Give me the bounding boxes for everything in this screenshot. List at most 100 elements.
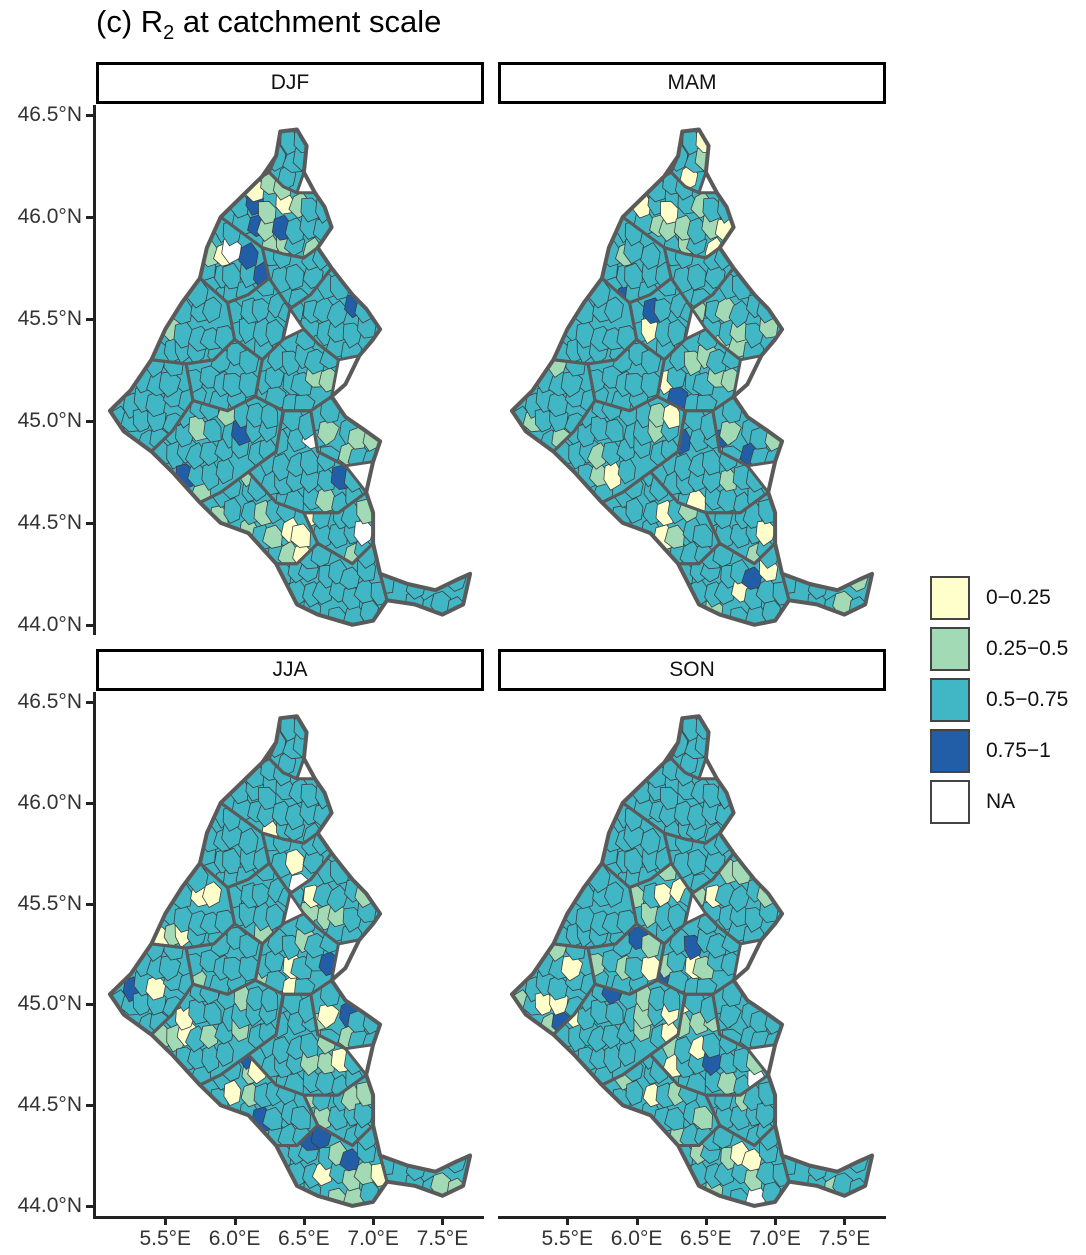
y-tick-mark: [86, 1003, 93, 1007]
legend-item-075-1: 0.75−1: [930, 725, 1068, 776]
sub-catchment-cell: [326, 884, 349, 913]
sub-catchment-cell: [587, 1025, 608, 1053]
sub-catchment-cell: [238, 242, 259, 270]
sub-catchment-cell: [199, 911, 222, 935]
sub-catchment-cell: [223, 497, 242, 524]
x-tick-mark: [635, 1218, 639, 1225]
x-tick-label: 6.0°E: [208, 1227, 261, 1250]
sub-catchment-cell: [687, 263, 707, 291]
sub-catchment-cell: [664, 1106, 686, 1131]
x-axis-line-left: [93, 1216, 484, 1219]
sub-catchment-cell: [262, 524, 284, 549]
sub-catchment-cell: [202, 296, 222, 324]
sub-catchment-cell: [702, 783, 722, 809]
sub-catchment-cell: [701, 449, 721, 476]
sub-catchment-cell: [299, 1032, 319, 1059]
x-tick-label: 7.0°E: [347, 1227, 399, 1250]
y-tick-label: 46.5°N: [17, 103, 82, 127]
sub-catchment-cell: [300, 197, 320, 223]
sub-catchment-cell: [624, 956, 647, 981]
sub-catchment-cell: [326, 299, 349, 329]
study-area-outline: [107, 127, 473, 627]
sub-catchment-cell: [185, 442, 206, 470]
sub-catchment-cell: [640, 827, 661, 855]
sub-catchment-cell: [587, 442, 608, 470]
study-area-outline: [509, 714, 875, 1208]
y-axis-line-bottom: [93, 692, 96, 1216]
y-tick-label: 46.5°N: [17, 690, 82, 714]
legend-item-025-05: 0.25−0.5: [930, 623, 1068, 674]
legend-swatch: [930, 626, 970, 671]
legend-label: 0.75−1: [986, 738, 1051, 762]
y-tick-mark: [86, 902, 93, 906]
sub-catchment-cell: [692, 1105, 713, 1130]
legend-swatch: [930, 575, 970, 620]
facet-strip-djf: DJF: [96, 62, 484, 104]
x-tick-label: 5.5°E: [541, 1227, 594, 1250]
x-tick-mark: [774, 1218, 778, 1225]
y-tick-mark: [86, 801, 93, 805]
legend-item-na: NA: [930, 776, 1068, 827]
sub-catchment-cell: [223, 1079, 242, 1107]
map-panel-djf: [107, 127, 473, 627]
y-tick-label: 45.5°N: [17, 307, 82, 331]
sub-catchment-cell: [624, 372, 647, 398]
sub-catchment-cell: [303, 933, 327, 959]
sub-catchment-cell: [300, 783, 320, 809]
x-tick-label: 6.0°E: [610, 1227, 663, 1250]
legend: 0−0.25 0.25−0.5 0.5−0.75 0.75−1 NA: [930, 572, 1068, 827]
sub-catchment-cell: [285, 848, 305, 876]
sub-catchment-cell: [664, 524, 686, 549]
sub-catchment-cell: [202, 881, 222, 908]
sub-catchment-cell: [705, 933, 729, 959]
map-panel-mam: [509, 127, 875, 627]
sub-catchment-cell: [222, 956, 245, 981]
sub-catchment-cell: [601, 327, 624, 351]
sub-catchment-cell: [640, 242, 661, 270]
legend-item-0-025: 0−0.25: [930, 572, 1068, 623]
y-tick-mark: [86, 1104, 93, 1108]
y-tick-mark: [86, 419, 93, 423]
y-tick-label: 44.5°N: [17, 1093, 82, 1117]
sub-catchment-cell: [728, 299, 751, 329]
legend-label: 0.5−0.75: [986, 687, 1069, 711]
y-tick-label: 45.0°N: [17, 992, 82, 1016]
facet-strip-jja: JJA: [96, 649, 484, 691]
x-tick-label: 6.5°E: [680, 1227, 732, 1250]
legend-label: 0−0.25: [986, 585, 1051, 609]
sub-catchment-cell: [625, 497, 644, 524]
sub-catchment-cell: [604, 881, 624, 908]
sub-catchment-cell: [251, 882, 271, 908]
sub-catchment-cell: [687, 848, 707, 876]
x-tick-label: 7.5°E: [818, 1227, 871, 1250]
y-tick-label: 45.0°N: [17, 408, 82, 432]
y-tick-mark: [86, 1204, 93, 1208]
y-tick-mark: [86, 318, 93, 322]
x-tick-mark: [441, 1218, 445, 1225]
x-tick-mark: [566, 1218, 570, 1225]
y-tick-label: 44.5°N: [17, 510, 82, 534]
facet-strip-son: SON: [498, 649, 886, 691]
sub-catchment-cell: [238, 827, 259, 855]
figure-title: (c) R2 at catchment scale: [96, 4, 442, 45]
legend-swatch: [930, 779, 970, 824]
x-tick-label: 7.0°E: [749, 1227, 801, 1250]
y-tick-label: 44.0°N: [17, 612, 82, 636]
x-axis-line-right: [498, 1216, 886, 1219]
legend-item-05-075: 0.5−0.75: [930, 674, 1068, 725]
sub-catchment-cell: [701, 1032, 721, 1059]
y-tick-label: 45.5°N: [17, 891, 82, 915]
sub-catchment-cell: [625, 1079, 644, 1107]
sub-catchment-cell: [728, 884, 751, 913]
sub-catchment-cell: [285, 263, 305, 291]
sub-catchment-cell: [262, 1106, 284, 1131]
sub-catchment-cell: [692, 523, 713, 548]
y-tick-mark: [86, 623, 93, 627]
y-tick-mark: [86, 114, 93, 118]
y-tick-label: 46.0°N: [17, 790, 82, 814]
sub-catchment-cell: [702, 197, 722, 223]
legend-swatch: [930, 677, 970, 722]
sub-catchment-cell: [185, 1025, 206, 1053]
x-tick-mark: [302, 1218, 306, 1225]
x-tick-mark: [372, 1218, 376, 1225]
